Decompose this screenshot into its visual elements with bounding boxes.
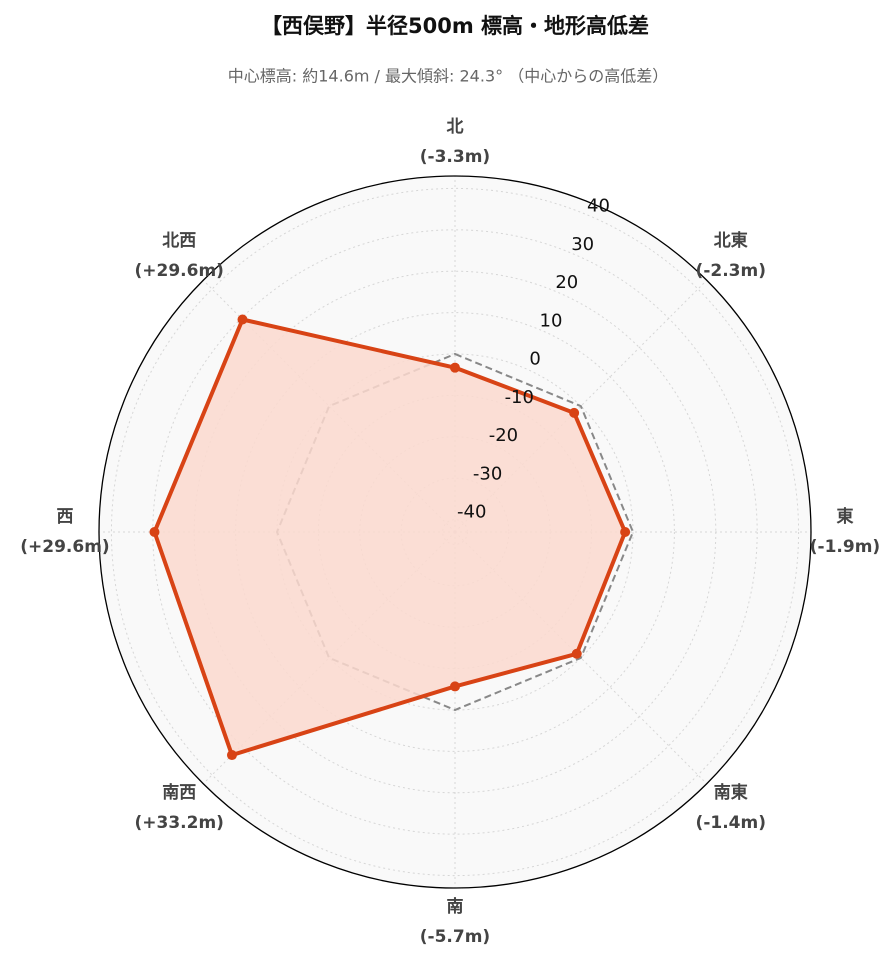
category-label: 南 [447, 896, 464, 917]
grid-circle [110, 187, 800, 877]
category-label: 東 [837, 506, 854, 527]
data-point [620, 527, 631, 537]
category-label: 西 [57, 507, 74, 527]
data-point [226, 750, 237, 761]
y-tick-label: -10 [505, 387, 534, 408]
y-tick-label: -20 [489, 425, 518, 446]
y-tick-label: 40 [587, 196, 610, 217]
category-label: 南西 [162, 782, 196, 803]
category-label: 北 [447, 117, 464, 137]
data-point [237, 314, 248, 325]
category-label: 北東 [714, 230, 748, 251]
category-value-label: (-1.9m) [810, 537, 880, 557]
y-tick-label: 10 [540, 310, 563, 331]
category-value-label: (-5.7m) [420, 927, 490, 947]
category-value-label: (-1.4m) [696, 813, 766, 833]
category-value-label: (+29.6m) [20, 537, 109, 557]
spoke [454, 279, 708, 533]
outer-ring [98, 175, 812, 889]
chart-title: 【西俣野】半径500m 標高・地形高低差 [261, 14, 649, 38]
data-point [450, 681, 460, 692]
grid-circle [152, 229, 758, 835]
category-label: 南東 [714, 782, 748, 803]
y-tick-label: -30 [473, 463, 502, 484]
data-point [450, 362, 460, 373]
grid-circle [235, 312, 675, 752]
category-value-label: (+33.2m) [135, 813, 224, 833]
y-tick-label: 0 [529, 349, 540, 370]
category-value-label: (+29.6m) [135, 261, 224, 281]
category-value-label: (-3.3m) [420, 147, 490, 167]
data-point [149, 527, 160, 537]
y-tick-label: 20 [555, 272, 578, 293]
y-tick-label: -40 [457, 502, 486, 523]
spoke [454, 531, 708, 785]
data-point [569, 407, 580, 418]
y-tick-label: 30 [571, 234, 594, 255]
category-label: 北西 [162, 231, 196, 251]
chart-subtitle: 中心標高: 約14.6m / 最大傾斜: 24.3° （中心からの高低差） [228, 67, 668, 86]
data-point [571, 648, 582, 659]
grid-circle [276, 353, 634, 711]
category-value-label: (-2.3m) [696, 261, 766, 281]
